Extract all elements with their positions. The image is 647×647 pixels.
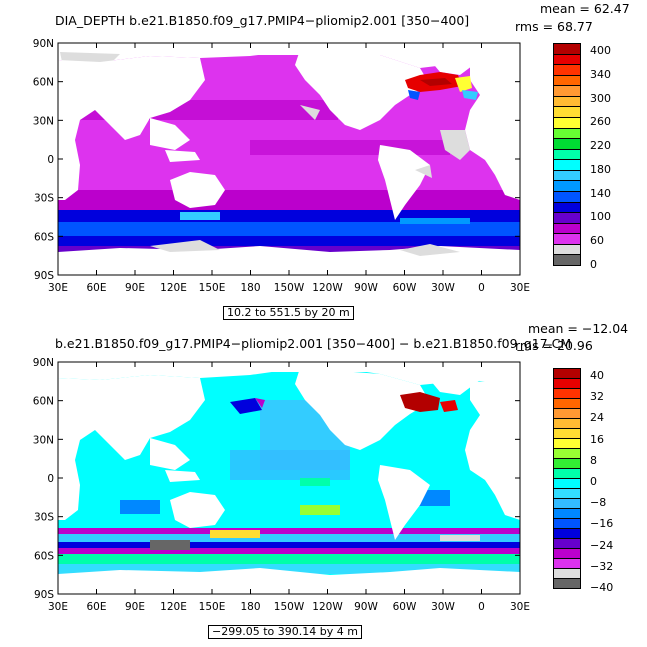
- panel1-lon-label: 30E: [510, 282, 530, 294]
- colorbar-label: 180: [590, 162, 611, 176]
- panel1-range-box: 10.2 to 551.5 by 20 m: [223, 306, 354, 320]
- colorbar-label: 340: [590, 67, 611, 81]
- panel2-lat-label: 30N: [33, 434, 54, 446]
- panel2-range-box: −299.05 to 390.14 by 4 m: [208, 625, 362, 639]
- colorbar-label: 260: [590, 115, 611, 129]
- panel2-lon-label: 60E: [87, 601, 107, 613]
- panel1-lon-label: 90E: [125, 282, 145, 294]
- panel2-lon-label: 150W: [274, 601, 305, 613]
- panel2-lat-label: 90S: [34, 589, 54, 601]
- panel2-lon-label: 30E: [510, 601, 530, 613]
- panel2-lon-label: 60W: [393, 601, 417, 613]
- panel1-lon-label: 150E: [199, 282, 226, 294]
- panel1-lat-label: 60S: [34, 231, 54, 243]
- panel1-lon-label: 180: [240, 282, 260, 294]
- panel1-lat-label: 60N: [33, 77, 54, 89]
- panel2-mean: mean = −12.04: [528, 321, 629, 336]
- colorbar-label: −8: [590, 496, 607, 510]
- colorbar-label: 0: [590, 475, 597, 488]
- panel2-lon-label: 30W: [431, 601, 455, 613]
- colorbar-label: −32: [590, 559, 614, 573]
- panel2-colorbar: [553, 368, 581, 589]
- panel2-lon-label: 150E: [199, 601, 226, 613]
- panel1-lat-label: 30N: [33, 115, 54, 127]
- panel1-lon-label: 0: [478, 282, 485, 294]
- panel1-lon-label: 60W: [393, 282, 417, 294]
- panel2-map: [58, 362, 520, 594]
- panel1-colorbar: [553, 43, 581, 266]
- panel1-lat-label: 30S: [34, 193, 54, 205]
- colorbar-label: −24: [590, 538, 614, 552]
- colorbar-label: 8: [590, 453, 597, 467]
- panel2-lat-label: 30S: [34, 512, 54, 524]
- colorbar-swatch: [553, 578, 581, 589]
- panel1-lat-label: 90N: [33, 38, 54, 50]
- panel2-lon-label: 180: [240, 601, 260, 613]
- panel2-lon-label: 30E: [48, 601, 68, 613]
- colorbar-label: 100: [590, 210, 611, 224]
- colorbar-label: 220: [590, 139, 611, 153]
- colorbar-label: 0: [590, 258, 597, 271]
- panel2-lon-label: 120W: [312, 601, 343, 613]
- panel1-map: [58, 43, 520, 275]
- panel1-mean: mean = 62.47: [540, 1, 630, 16]
- panel1-lon-label: 30W: [431, 282, 455, 294]
- colorbar-label: 300: [590, 91, 611, 105]
- colorbar-label: 16: [590, 432, 604, 446]
- panel1-lon-label: 30E: [48, 282, 68, 294]
- panel2-lat-label: 90N: [33, 357, 54, 369]
- panel2-lat-label: 0: [47, 473, 54, 485]
- panel2-lat-label: 60S: [34, 550, 54, 562]
- colorbar-label: 40: [590, 369, 604, 382]
- colorbar-label: 60: [590, 234, 604, 248]
- panel1-lon-label: 90W: [354, 282, 378, 294]
- panel1-lon-label: 60E: [87, 282, 107, 294]
- panel1-lat-label: 90S: [34, 270, 54, 282]
- panel2-lon-label: 90W: [354, 601, 378, 613]
- panel2-title: b.e21.B1850.f09_g17.PMIP4−pliomip2.001 […: [55, 336, 572, 351]
- panel1-lon-label: 120W: [312, 282, 343, 294]
- panel1-rms: rms = 68.77: [515, 19, 593, 34]
- panel2-lat-label: 60N: [33, 396, 54, 408]
- panel1-lon-label: 150W: [274, 282, 305, 294]
- panel2-lon-label: 120E: [160, 601, 187, 613]
- panel2-rms: rms = 20.96: [515, 338, 593, 353]
- panel2-map-frame: [57, 361, 521, 595]
- panel1-map-frame: [57, 42, 521, 276]
- panel2-lon-label: 0: [478, 601, 485, 613]
- panel1-lon-label: 120E: [160, 282, 187, 294]
- colorbar-swatch: [553, 254, 581, 266]
- colorbar-label: 400: [590, 44, 611, 57]
- colorbar-label: −16: [590, 517, 614, 531]
- colorbar-label: 32: [590, 390, 604, 404]
- panel1-lat-label: 0: [47, 154, 54, 166]
- panel2-lon-label: 90E: [125, 601, 145, 613]
- colorbar-label: −40: [590, 581, 614, 594]
- panel1-title: DIA_DEPTH b.e21.B1850.f09_g17.PMIP4−plio…: [55, 13, 470, 28]
- colorbar-label: 24: [590, 411, 604, 425]
- colorbar-label: 140: [590, 186, 611, 200]
